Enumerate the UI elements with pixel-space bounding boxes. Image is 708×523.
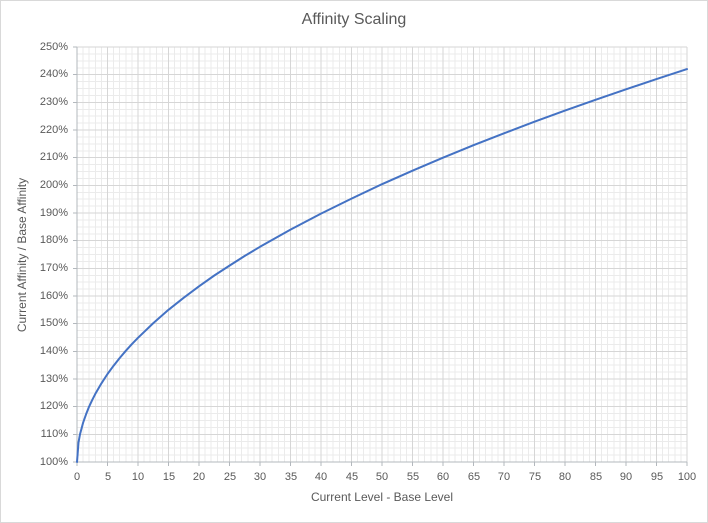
y-tick-label: 140%: [39, 345, 68, 357]
affinity-curve: [76, 68, 688, 463]
x-tick-label: 65: [467, 471, 481, 483]
x-tick-label: 30: [253, 471, 267, 483]
chart-title: Affinity Scaling: [301, 11, 407, 28]
y-tick-label: 240%: [39, 68, 68, 80]
x-axis-title: Current Level - Base Level: [310, 490, 454, 504]
y-tick-label: 100%: [39, 456, 68, 468]
x-tick-label: 100: [677, 471, 697, 483]
y-tick-label: 110%: [40, 428, 68, 440]
x-tick-label: 35: [284, 471, 298, 483]
y-tick-label: 230%: [39, 96, 68, 108]
x-tick-label: 0: [73, 471, 81, 483]
x-tick-label: 50: [375, 471, 389, 483]
y-tick-label: 220%: [39, 124, 68, 136]
y-tick-label: 150%: [39, 317, 68, 329]
x-tick-label: 60: [436, 471, 450, 483]
x-tick-label: 10: [131, 471, 145, 483]
x-tick-label: 25: [223, 471, 237, 483]
x-tick-label: 90: [619, 471, 633, 483]
y-tick-label: 210%: [39, 151, 68, 163]
x-tick-label: 45: [345, 471, 359, 483]
y-tick-label: 190%: [39, 207, 68, 219]
y-tick-label: 200%: [39, 179, 68, 191]
y-tick-label: 120%: [39, 400, 68, 412]
x-tick-label: 70: [497, 471, 511, 483]
x-tick-label: 20: [192, 471, 206, 483]
x-tick-label: 55: [406, 471, 420, 483]
y-tick-label: 160%: [39, 290, 68, 302]
x-tick-label: 85: [589, 471, 603, 483]
y-tick-label: 180%: [39, 234, 68, 246]
x-tick-label: 40: [314, 471, 328, 483]
x-tick-label: 95: [650, 471, 664, 483]
x-tick-label: 75: [528, 471, 542, 483]
y-tick-label: 170%: [39, 262, 68, 274]
y-tick-label: 250%: [39, 41, 68, 53]
x-tick-label: 5: [104, 471, 112, 483]
y-tick-label: 130%: [39, 373, 68, 385]
x-tick-label: 80: [558, 471, 572, 483]
x-tick-label: 15: [162, 471, 176, 483]
